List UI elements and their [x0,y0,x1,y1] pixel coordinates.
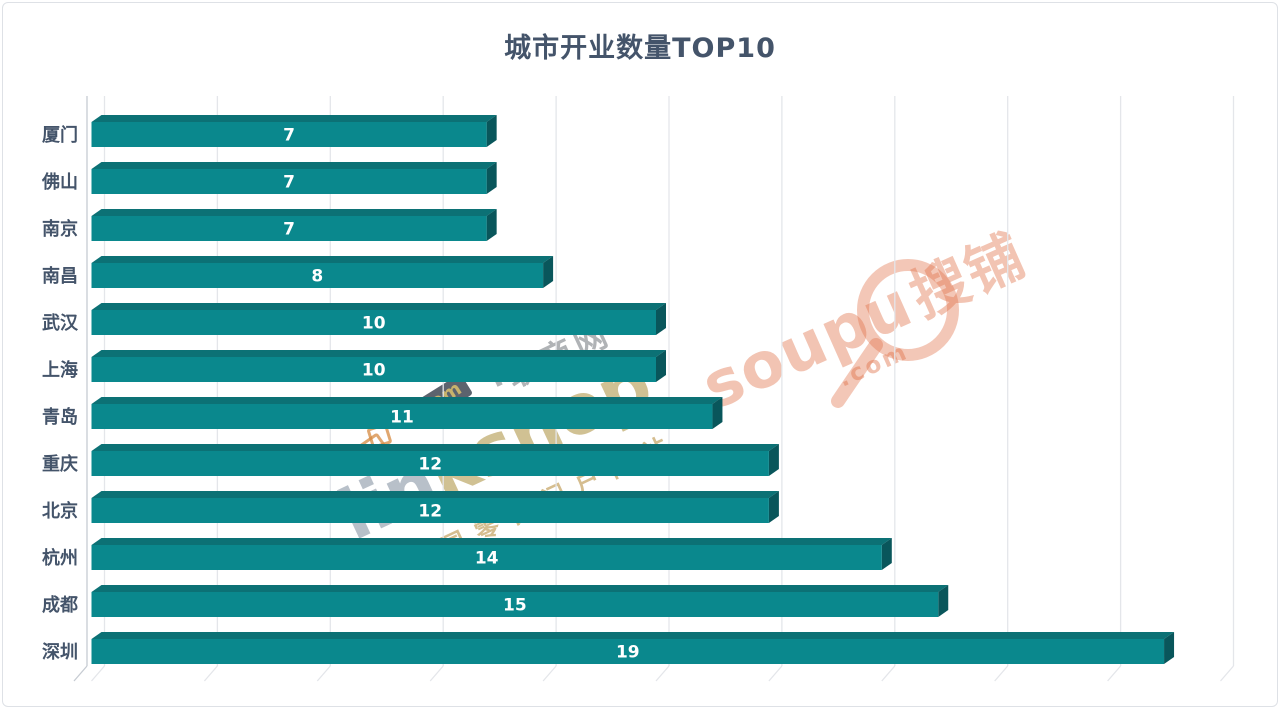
bar-row: 7 南京 [42,209,497,241]
bar [91,310,656,335]
category-label: 南昌 [42,265,78,287]
bar-side-face [656,303,666,335]
bar-row: 11 青岛 [42,397,723,429]
value-label: 8 [311,267,323,287]
chart-title: 城市开业数量TOP10 [504,33,776,64]
bar-row: 14 杭州 [42,538,892,570]
category-axis [73,96,88,682]
bar-row: 7 厦门 [42,115,497,147]
bar-top-face [91,444,779,451]
bar-top-face [91,632,1175,639]
bar-side-face [768,444,779,476]
bar-side-face [543,256,554,288]
gridline-floor-foot [994,665,1009,682]
category-label: 青岛 [42,406,78,428]
category-label: 佛山 [41,171,78,193]
bar [91,451,769,476]
category-label: 武汉 [42,313,79,334]
value-label: 7 [283,126,295,146]
bar-side-face [486,209,497,241]
category-label: 厦门 [42,124,78,146]
value-label: 15 [503,596,527,616]
bar-row: 10 武汉 [42,303,666,335]
bar-side-face [486,115,497,147]
bar-top-face [91,397,723,404]
bar-top-face [91,115,497,122]
bar [91,545,882,570]
bar-row: 10 上海 [42,350,666,382]
gridline-floor-foot [316,665,331,682]
bar [91,639,1165,664]
bar-top-face [91,303,666,310]
category-label: 杭州 [42,547,78,569]
value-label: 10 [362,361,386,381]
gridline-floor-foot [203,665,218,682]
bar [91,263,544,288]
bar-top-face [91,585,949,592]
value-label: 10 [362,314,386,334]
bar [91,498,769,523]
bar [91,122,487,147]
bar-top-face [91,256,554,263]
bar-row: 7 佛山 [41,162,497,194]
value-label: 11 [390,408,414,428]
bar [91,169,487,194]
category-label: 成都 [42,594,78,616]
bar-row: 12 北京 [42,491,779,523]
bar-side-face [881,538,892,570]
value-label: 12 [418,502,442,522]
bar-side-face [768,491,779,523]
bar-side-face [656,350,666,382]
gridline-floor-foot [429,665,444,682]
value-label: 12 [418,455,442,475]
bar [91,216,487,241]
bar-top-face [91,491,779,498]
bar-row: 8 南昌 [42,256,554,288]
bar-side-face [1164,632,1175,664]
bar-side-face [486,162,497,194]
bar-top-face [91,350,666,357]
bar-row: 19 深圳 [42,632,1175,664]
bar [91,404,713,429]
bar-top-face [91,162,497,169]
category-label: 深圳 [42,641,78,663]
value-label: 7 [283,173,295,193]
bar-top-face [91,209,497,216]
bar-top-face [91,538,892,545]
value-label: 7 [283,220,295,240]
category-label: 南京 [42,218,78,240]
gridline-floor-foot [1220,665,1234,682]
value-label: 19 [616,643,640,663]
gridline-floor-foot [542,665,557,682]
gridline-floor-foot [655,665,670,682]
category-label: 重庆 [42,453,78,475]
bar [91,592,939,617]
category-label: 北京 [42,500,78,522]
bar-side-face [938,585,949,617]
gridline-floor-foot [91,665,105,682]
gridline-floor-foot [768,665,783,682]
category-label: 上海 [42,359,78,381]
bar-row: 15 成都 [42,585,949,617]
bar-row: 12 重庆 [42,444,779,476]
bar [91,357,656,382]
gridline-floor-foot [1107,665,1122,682]
value-label: 14 [475,549,499,569]
bar-side-face [712,397,723,429]
gridline-floor-foot [881,665,896,682]
